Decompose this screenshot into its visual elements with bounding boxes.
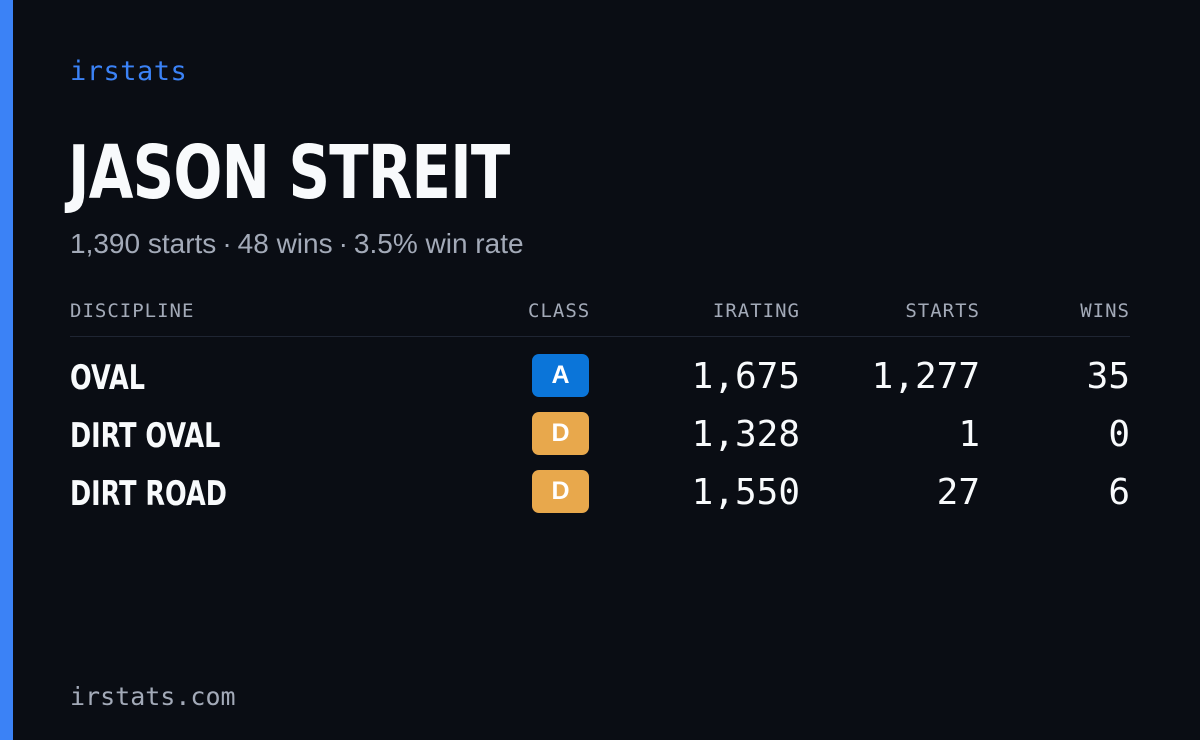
header-starts: STARTS <box>905 300 980 322</box>
row-wins: 6 <box>1108 472 1130 513</box>
row-irating: 1,550 <box>691 472 800 513</box>
accent-bar <box>0 0 13 740</box>
header-discipline: DISCIPLINE <box>70 300 195 322</box>
brand-logo-text: irstats <box>70 56 188 87</box>
summary-wins: 48 wins <box>237 228 333 259</box>
header-divider <box>70 336 1130 337</box>
footer-url: irstats.com <box>70 682 236 711</box>
row-starts: 1 <box>958 414 980 455</box>
row-discipline: OVAL <box>70 358 145 398</box>
table-row: DIRT OVAL D 1,328 1 0 <box>70 412 1130 460</box>
header-irating: IRATING <box>712 300 800 322</box>
row-irating: 1,675 <box>691 356 800 397</box>
row-discipline: DIRT OVAL <box>70 416 221 456</box>
row-starts: 1,277 <box>871 356 980 397</box>
summary-separator: · <box>222 228 232 259</box>
row-irating: 1,328 <box>691 414 800 455</box>
header-wins: WINS <box>1080 300 1130 322</box>
license-class-badge: D <box>532 470 589 513</box>
row-starts: 27 <box>936 472 980 513</box>
license-class-badge: D <box>532 412 589 455</box>
row-wins: 0 <box>1108 414 1130 455</box>
header-class: CLASS <box>528 300 591 322</box>
summary-starts: 1,390 starts <box>70 228 217 259</box>
summary-separator: · <box>338 228 348 259</box>
player-summary: 1,390 starts · 48 wins · 3.5% win rate <box>70 228 524 260</box>
summary-win-rate: 3.5% win rate <box>353 228 524 259</box>
player-name: JASON STREIT <box>68 130 510 216</box>
license-class-badge: A <box>532 354 589 397</box>
row-wins: 35 <box>1086 356 1130 397</box>
table-header: DISCIPLINE CLASS IRATING STARTS WINS <box>70 300 1130 330</box>
table-row: DIRT ROAD D 1,550 27 6 <box>70 470 1130 518</box>
table-row: OVAL A 1,675 1,277 35 <box>70 354 1130 402</box>
row-discipline: DIRT ROAD <box>70 474 227 514</box>
